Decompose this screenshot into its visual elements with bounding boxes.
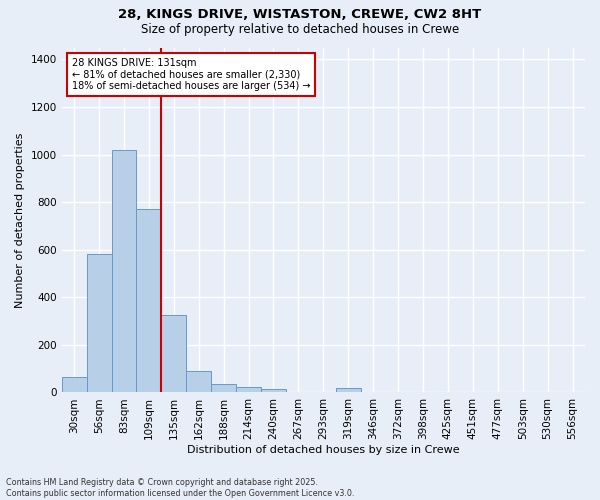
Bar xyxy=(186,371,211,392)
Bar xyxy=(161,315,186,392)
Bar xyxy=(62,377,86,392)
Text: Size of property relative to detached houses in Crewe: Size of property relative to detached ho… xyxy=(141,22,459,36)
X-axis label: Distribution of detached houses by size in Crewe: Distribution of detached houses by size … xyxy=(187,445,460,455)
Text: Contains HM Land Registry data © Crown copyright and database right 2025.
Contai: Contains HM Land Registry data © Crown c… xyxy=(6,478,355,498)
Bar xyxy=(236,386,261,392)
Bar xyxy=(112,150,136,392)
Bar xyxy=(86,254,112,392)
Bar xyxy=(211,384,236,392)
Text: 28 KINGS DRIVE: 131sqm
← 81% of detached houses are smaller (2,330)
18% of semi-: 28 KINGS DRIVE: 131sqm ← 81% of detached… xyxy=(72,58,311,91)
Y-axis label: Number of detached properties: Number of detached properties xyxy=(15,132,25,308)
Bar xyxy=(261,389,286,392)
Bar xyxy=(136,210,161,392)
Text: 28, KINGS DRIVE, WISTASTON, CREWE, CW2 8HT: 28, KINGS DRIVE, WISTASTON, CREWE, CW2 8… xyxy=(118,8,482,20)
Bar xyxy=(336,388,361,392)
